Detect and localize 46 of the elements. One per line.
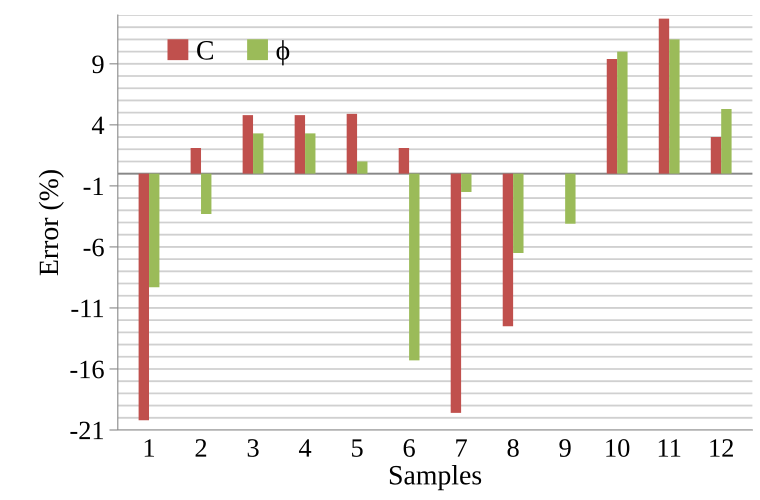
bar: [253, 133, 264, 174]
bar: [617, 52, 628, 174]
x-tick-label: 12: [710, 439, 733, 457]
x-tick-label: 3: [248, 439, 259, 457]
y-tick-label: -1: [84, 178, 104, 196]
bar: [357, 161, 368, 174]
bar: [294, 115, 306, 174]
x-tick-label: 4: [298, 439, 312, 457]
bar: [710, 137, 722, 174]
bar: [242, 115, 254, 174]
bar: [513, 174, 524, 254]
legend-label: C: [197, 41, 213, 60]
x-tick-label: 5: [352, 439, 363, 457]
y-tick-label: -6: [84, 238, 104, 256]
bar: [346, 114, 358, 174]
bar: [138, 174, 150, 420]
legend-label: ϕ: [276, 40, 290, 66]
y-axis-title: Error (%): [38, 170, 64, 276]
x-tick-label: 9: [559, 439, 571, 457]
y-tick-label: -16: [70, 360, 104, 378]
x-tick-label: 1: [144, 439, 154, 457]
bar: [461, 174, 472, 192]
bar: [721, 108, 732, 174]
x-tick-label: 8: [508, 439, 519, 457]
y-tick-label: 9: [92, 56, 104, 74]
bar: [658, 18, 670, 174]
x-tick-label: 7: [456, 439, 467, 457]
bar: [149, 174, 160, 288]
x-axis-title: Samples: [390, 465, 482, 490]
bar: [450, 174, 462, 413]
bar: [190, 148, 202, 174]
x-tick-label: 6: [404, 439, 415, 457]
bar: [409, 174, 420, 360]
x-tick-label: 11: [658, 439, 680, 457]
bar: [398, 148, 410, 174]
bar: [606, 58, 618, 174]
y-tick-label: -11: [71, 300, 104, 318]
y-tick-label: 4: [92, 116, 104, 134]
bar: [565, 174, 576, 224]
y-tick-label: -21: [70, 422, 104, 440]
x-tick-label: 2: [196, 439, 206, 457]
bar: [502, 174, 514, 326]
x-tick-label: 10: [606, 439, 630, 457]
bar: [669, 39, 680, 174]
bar: [305, 133, 316, 174]
bar: [201, 174, 212, 214]
